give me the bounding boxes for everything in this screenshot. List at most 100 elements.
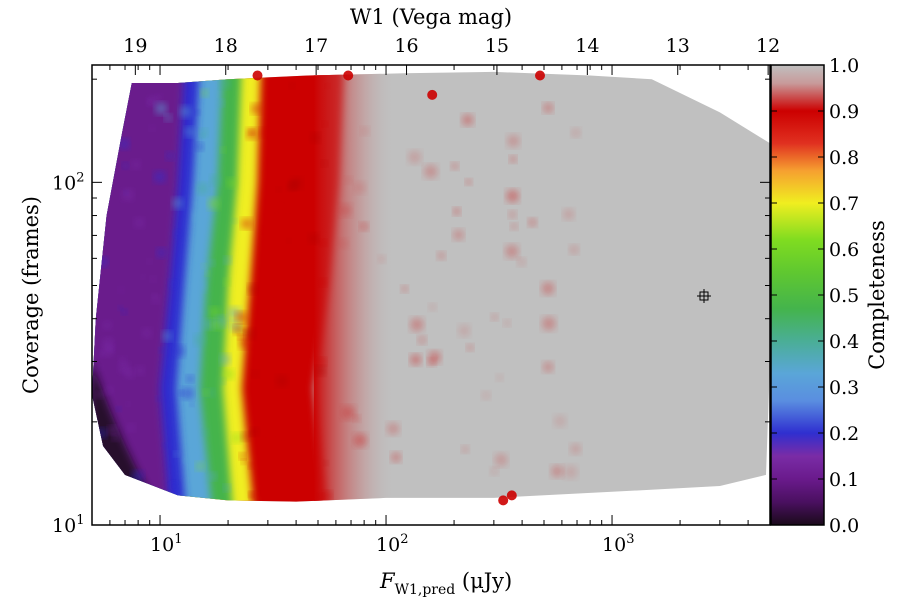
speckle <box>458 324 471 337</box>
texture-blob <box>224 256 232 264</box>
speckle <box>338 238 349 249</box>
texture-blob <box>165 151 174 160</box>
colorbar-tick-label: 1.0 <box>829 55 859 77</box>
speckle <box>528 218 537 227</box>
colorbar-tick-label: 0.9 <box>829 101 859 123</box>
speckle <box>359 222 369 231</box>
speckle <box>509 155 517 163</box>
texture-blob <box>208 472 217 481</box>
texture-blob <box>209 307 220 317</box>
texture-blob <box>194 334 206 346</box>
texture-blob <box>149 124 156 131</box>
texture-blob <box>202 429 209 436</box>
texture-blob <box>301 211 312 222</box>
texture-blob <box>289 180 298 190</box>
speckle <box>563 208 574 220</box>
speckle <box>408 150 422 164</box>
y-axis-title: Coverage (frames) <box>19 196 43 394</box>
speckle <box>494 453 508 467</box>
texture-blob <box>206 388 215 397</box>
texture-blob <box>122 162 129 169</box>
speckle <box>571 128 581 138</box>
texture-blob <box>129 490 142 502</box>
colorbar-tick-label: 0.1 <box>829 469 859 491</box>
texture-blob <box>207 197 220 210</box>
texture-blob <box>105 386 114 395</box>
texture-blob <box>153 171 166 183</box>
texture-blob <box>303 350 310 357</box>
speckle <box>569 245 579 255</box>
speckle-markers <box>252 70 581 506</box>
texture-blob <box>321 160 328 167</box>
texture-blob <box>118 305 123 311</box>
texture-blob <box>232 218 238 224</box>
texture-blob <box>208 260 215 267</box>
texture-blob <box>297 256 303 262</box>
texture-blob <box>195 462 205 471</box>
texture-blob <box>134 217 145 228</box>
texture-blob <box>192 211 204 223</box>
texture-blob <box>127 423 135 432</box>
colorbar-ticks: 0.0 0.1 0.2 0.3 0.4 0.5 0.6 0.7 0.8 0.9 1.0 <box>771 55 859 537</box>
texture-blob <box>260 128 270 138</box>
texture-blob <box>290 94 299 103</box>
texture-blob <box>283 322 289 329</box>
texture-blob <box>279 203 290 213</box>
texture-blob <box>131 471 144 483</box>
speckle <box>417 335 427 345</box>
texture-blob <box>102 320 112 330</box>
texture-blob <box>323 491 333 501</box>
speckle <box>505 244 519 258</box>
speckle <box>387 422 400 435</box>
texture-blob <box>122 487 133 498</box>
colorbar-tick-label: 0.0 <box>829 515 859 537</box>
top-tick-label: 18 <box>214 35 238 57</box>
x-tick-label: 101 <box>150 532 182 556</box>
texture-blob <box>133 480 138 485</box>
texture-blob <box>93 85 100 92</box>
colorbar-gradient <box>771 65 824 525</box>
top-axis-ticks: 19 18 17 16 15 14 13 12 <box>123 35 780 75</box>
texture-blob <box>194 109 201 116</box>
speckle <box>401 285 409 293</box>
texture-blob <box>173 230 182 238</box>
texture-blob <box>169 481 180 492</box>
speckle <box>510 222 518 230</box>
speckle <box>453 229 464 241</box>
texture-blob <box>200 133 205 139</box>
texture-blob <box>241 459 247 465</box>
speckle <box>466 344 474 352</box>
texture-blob <box>262 226 269 234</box>
completeness-heatmap <box>92 71 770 502</box>
texture-blob <box>204 319 214 330</box>
colorbar-tick-label: 0.3 <box>829 377 859 399</box>
speckle <box>541 282 555 295</box>
texture-blob <box>195 280 207 292</box>
texture-blob <box>156 248 167 258</box>
texture-blob <box>239 453 246 460</box>
colorbar-tick-label: 0.5 <box>829 285 859 307</box>
texture-blob <box>118 138 130 150</box>
texture-blob <box>232 433 242 443</box>
speckle <box>437 251 446 260</box>
top-tick-label: 15 <box>485 35 509 57</box>
texture-blob <box>315 366 326 376</box>
colorbar: 0.0 0.1 0.2 0.3 0.4 0.5 0.6 0.7 0.8 0.9 1.0 Comple… <box>770 55 889 537</box>
speckle <box>354 181 366 194</box>
texture-blob <box>288 419 297 427</box>
y-tick-label: 101 <box>52 513 84 537</box>
speckle <box>507 134 520 148</box>
texture-blob <box>259 488 266 496</box>
colorbar-tick-label: 0.8 <box>829 147 859 169</box>
texture-blob <box>152 293 157 299</box>
colorbar-tick-label: 0.2 <box>829 423 859 445</box>
x-tick-label: 102 <box>376 532 408 556</box>
top-tick-label: 13 <box>666 35 690 57</box>
texture-blob <box>249 430 255 436</box>
texture-blob <box>296 319 307 330</box>
texture-blob <box>147 258 152 264</box>
texture-blob <box>186 375 194 383</box>
speckle <box>491 313 499 321</box>
texture-blob <box>141 328 152 338</box>
texture-blob <box>324 83 330 89</box>
